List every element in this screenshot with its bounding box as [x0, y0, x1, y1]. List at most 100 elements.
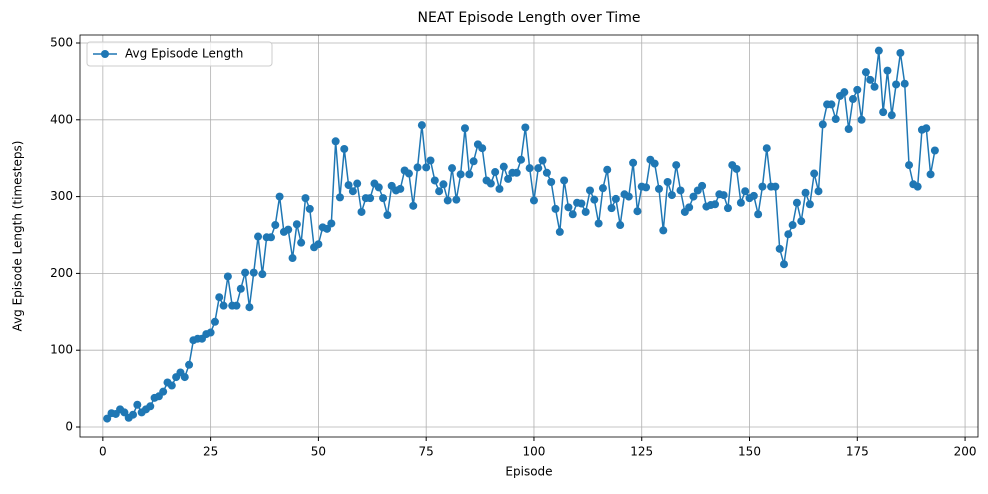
data-point: [547, 178, 556, 187]
legend: Avg Episode Length: [86, 41, 273, 67]
data-point: [616, 221, 625, 230]
data-point: [538, 156, 547, 165]
data-point: [159, 387, 168, 396]
data-point: [805, 200, 814, 209]
x-tick-label: 175: [846, 445, 869, 459]
data-point: [900, 79, 909, 88]
data-point: [456, 170, 465, 179]
data-point: [913, 182, 922, 191]
x-tick-label: 75: [419, 445, 434, 459]
data-point: [469, 157, 478, 166]
data-point: [210, 317, 219, 326]
data-point: [335, 193, 344, 202]
data-point: [517, 155, 526, 164]
data-point: [633, 207, 642, 216]
data-point: [236, 284, 245, 293]
legend-box: [86, 41, 273, 67]
data-point: [874, 46, 883, 55]
legend-label: Avg Episode Length: [125, 47, 243, 61]
data-point: [478, 144, 487, 153]
data-point: [581, 207, 590, 216]
data-point: [439, 180, 448, 189]
data-point: [598, 184, 607, 193]
data-point: [258, 270, 267, 279]
data-point: [659, 226, 668, 235]
data-point: [486, 179, 495, 188]
data-point: [219, 301, 228, 310]
data-point: [814, 187, 823, 196]
data-point: [331, 137, 340, 146]
data-point: [723, 204, 732, 213]
data-point: [146, 402, 155, 411]
data-point: [241, 268, 250, 277]
data-point: [249, 268, 258, 277]
data-point: [344, 181, 353, 190]
chart-title: NEAT Episode Length over Time: [418, 10, 641, 26]
data-point: [301, 194, 310, 203]
data-point: [409, 201, 418, 210]
data-point: [542, 168, 551, 177]
data-point: [374, 183, 383, 192]
data-point: [430, 176, 439, 185]
data-point: [353, 179, 362, 188]
data-point: [922, 124, 931, 133]
data-point: [206, 328, 215, 337]
data-point: [422, 163, 431, 172]
data-point: [654, 184, 663, 193]
data-point: [577, 199, 586, 208]
plot-frame: [79, 34, 979, 438]
data-point: [413, 163, 422, 172]
x-tick-label: 0: [99, 445, 107, 459]
data-point: [698, 181, 707, 190]
data-point: [327, 219, 336, 228]
data-point: [892, 80, 901, 89]
data-point: [215, 293, 224, 302]
data-point: [676, 186, 685, 195]
data-point: [340, 144, 349, 153]
data-point: [305, 204, 314, 213]
data-point: [586, 186, 595, 195]
data-point: [133, 400, 142, 409]
data-point: [254, 232, 263, 241]
data-point: [667, 191, 676, 200]
data-point: [555, 227, 564, 236]
data-point: [853, 85, 862, 94]
x-tick-label: 100: [523, 445, 546, 459]
y-tick-label: 500: [50, 35, 73, 49]
data-point: [611, 194, 620, 203]
data-point: [801, 188, 810, 197]
data-point: [883, 66, 892, 75]
data-point: [810, 169, 819, 178]
legend-marker: [101, 50, 109, 58]
data-point: [663, 178, 672, 187]
data-point: [848, 95, 857, 104]
data-point: [379, 194, 388, 203]
data-point: [749, 191, 758, 200]
data-point: [396, 184, 405, 193]
data-point: [491, 168, 500, 177]
data-point: [185, 360, 194, 369]
data-point: [443, 196, 452, 205]
data-point: [426, 156, 435, 165]
data-point: [685, 203, 694, 212]
data-point: [603, 165, 612, 174]
data-point: [775, 244, 784, 253]
data-point: [758, 182, 767, 191]
data-point: [271, 221, 280, 230]
data-point: [797, 217, 806, 226]
data-point: [529, 196, 538, 205]
data-point: [348, 187, 357, 196]
data-point: [504, 174, 513, 183]
data-point: [866, 75, 875, 84]
data-point: [383, 211, 392, 220]
data-point: [560, 176, 569, 185]
data-point: [460, 124, 469, 133]
data-point: [525, 164, 534, 173]
data-point: [870, 82, 879, 91]
data-point: [314, 240, 323, 249]
data-point: [357, 207, 366, 216]
data-point: [452, 195, 461, 204]
data-point: [741, 187, 750, 196]
data-point: [607, 204, 616, 213]
data-point: [857, 115, 866, 124]
